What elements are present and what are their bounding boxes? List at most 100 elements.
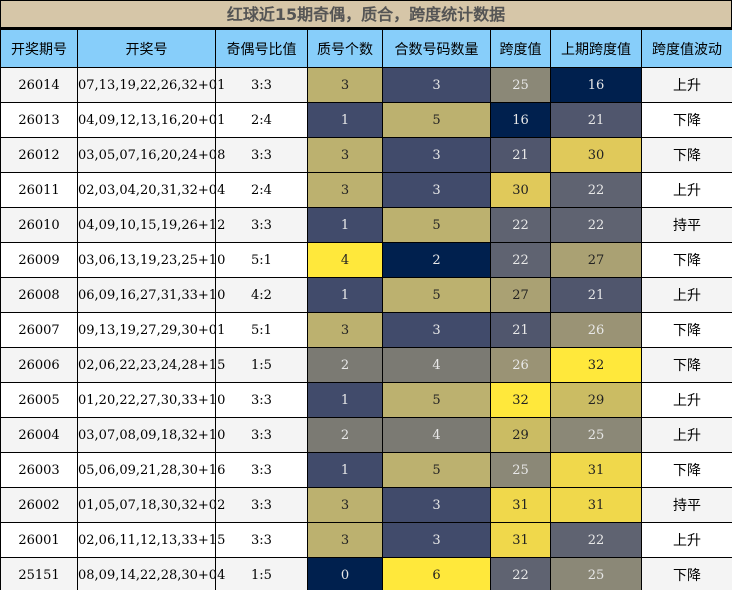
cell-composite-count: 6 — [382, 557, 491, 590]
cell-span-trend: 下降 — [641, 242, 732, 278]
cell-issue: 26014 — [0, 67, 78, 103]
cell-issue: 26013 — [0, 102, 78, 138]
cell-odd-even-ratio: 1:5 — [215, 347, 308, 383]
cell-draw-numbers: 02,06,22,23,24,28+15 — [77, 347, 225, 383]
cell-draw-numbers: 03,06,13,19,23,25+10 — [77, 242, 225, 278]
cell-issue: 26006 — [0, 347, 78, 383]
header-span-trend: 跨度值波动 — [641, 29, 732, 68]
cell-prev-span: 29 — [550, 382, 642, 418]
cell-draw-numbers: 06,09,16,27,31,33+10 — [77, 277, 225, 313]
cell-issue: 26011 — [0, 172, 78, 208]
cell-span-trend: 持平 — [641, 207, 732, 243]
cell-prev-span: 27 — [550, 242, 642, 278]
cell-span: 30 — [490, 172, 551, 208]
cell-draw-numbers: 07,13,19,22,26,32+01 — [77, 67, 225, 103]
cell-draw-numbers: 04,09,10,15,19,26+12 — [77, 207, 225, 243]
cell-prime-count: 3 — [307, 172, 383, 208]
cell-draw-numbers: 02,03,04,20,31,32+04 — [77, 172, 225, 208]
cell-span-trend: 上升 — [641, 417, 732, 453]
cell-span-trend: 上升 — [641, 172, 732, 208]
cell-odd-even-ratio: 3:3 — [215, 452, 308, 488]
table-row: 26010 04,09,10,15,19,26+12 3:3 1 5 22 22 持平 — [0, 207, 732, 243]
cell-draw-numbers: 05,06,09,21,28,30+16 — [77, 452, 225, 488]
cell-composite-count: 5 — [382, 452, 491, 488]
cell-draw-numbers: 01,05,07,18,30,32+02 — [77, 487, 225, 523]
cell-prev-span: 21 — [550, 102, 642, 138]
cell-composite-count: 3 — [382, 67, 491, 103]
cell-span: 25 — [490, 67, 551, 103]
cell-draw-numbers: 08,09,14,22,28,30+04 — [77, 557, 225, 590]
cell-span-trend: 上升 — [641, 522, 732, 558]
table-row: 26004 03,07,08,09,18,32+10 3:3 2 4 29 25 上升 — [0, 417, 732, 453]
cell-issue: 25151 — [0, 557, 78, 590]
header-odd-even-ratio: 奇偶号比值 — [215, 29, 308, 68]
cell-span-trend: 上升 — [641, 277, 732, 313]
cell-prev-span: 25 — [550, 417, 642, 453]
cell-issue: 26008 — [0, 277, 78, 313]
cell-issue: 26010 — [0, 207, 78, 243]
cell-odd-even-ratio: 5:1 — [215, 242, 308, 278]
stats-table: 开奖期号 开奖号 奇偶号比值 质号个数 合数号码数量 跨度值 上期跨度值 跨度值波动 2601… — [0, 29, 732, 590]
table-row: 25151 08,09,14,22,28,30+04 1:5 0 6 22 25 下降 — [0, 557, 732, 590]
header-issue: 开奖期号 — [0, 29, 78, 68]
cell-odd-even-ratio: 3:3 — [215, 487, 308, 523]
cell-span-trend: 下降 — [641, 557, 732, 590]
cell-issue: 26007 — [0, 312, 78, 348]
table-row: 26008 06,09,16,27,31,33+10 4:2 1 5 27 21 上升 — [0, 277, 732, 313]
cell-prime-count: 2 — [307, 347, 383, 383]
cell-composite-count: 3 — [382, 312, 491, 348]
cell-span: 31 — [490, 522, 551, 558]
cell-span: 25 — [490, 452, 551, 488]
cell-prime-count: 0 — [307, 557, 383, 590]
table-row: 26014 07,13,19,22,26,32+01 3:3 3 3 25 16 上升 — [0, 67, 732, 103]
cell-issue: 26004 — [0, 417, 78, 453]
cell-composite-count: 3 — [382, 522, 491, 558]
cell-odd-even-ratio: 3:3 — [215, 417, 308, 453]
cell-span-trend: 上升 — [641, 67, 732, 103]
table-row: 26007 09,13,19,27,29,30+01 5:1 3 3 21 26 下降 — [0, 312, 732, 348]
cell-prime-count: 3 — [307, 67, 383, 103]
header-draw-numbers: 开奖号 — [77, 29, 216, 68]
cell-prev-span: 16 — [550, 67, 642, 103]
cell-span: 26 — [490, 347, 551, 383]
cell-composite-count: 3 — [382, 487, 491, 523]
cell-composite-count: 3 — [382, 172, 491, 208]
cell-span-trend: 下降 — [641, 347, 732, 383]
header-span: 跨度值 — [490, 29, 551, 68]
cell-span: 21 — [490, 137, 551, 173]
cell-composite-count: 2 — [382, 242, 491, 278]
cell-prime-count: 2 — [307, 417, 383, 453]
cell-prev-span: 21 — [550, 277, 642, 313]
table-row: 26002 01,05,07,18,30,32+02 3:3 3 3 31 31 持平 — [0, 487, 732, 523]
cell-composite-count: 5 — [382, 382, 491, 418]
cell-prev-span: 25 — [550, 557, 642, 590]
cell-prev-span: 26 — [550, 312, 642, 348]
cell-span-trend: 持平 — [641, 487, 732, 523]
cell-span: 16 — [490, 102, 551, 138]
table-row: 26012 03,05,07,16,20,24+08 3:3 3 3 21 30 下降 — [0, 137, 732, 173]
cell-odd-even-ratio: 3:3 — [215, 522, 308, 558]
cell-issue: 26012 — [0, 137, 78, 173]
cell-span: 32 — [490, 382, 551, 418]
cell-issue: 26003 — [0, 452, 78, 488]
table-title: 红球近15期奇偶，质合，跨度统计数据 — [0, 0, 732, 29]
cell-draw-numbers: 02,06,11,12,13,33+15 — [77, 522, 225, 558]
cell-prev-span: 22 — [550, 207, 642, 243]
cell-prev-span: 22 — [550, 522, 642, 558]
cell-prime-count: 3 — [307, 487, 383, 523]
table-row: 26011 02,03,04,20,31,32+04 2:4 3 3 30 22 上升 — [0, 172, 732, 208]
cell-draw-numbers: 09,13,19,27,29,30+01 — [77, 312, 225, 348]
cell-span-trend: 下降 — [641, 452, 732, 488]
cell-prime-count: 3 — [307, 312, 383, 348]
cell-prev-span: 30 — [550, 137, 642, 173]
table-row: 26005 01,20,22,27,30,33+10 3:3 1 5 32 29 上升 — [0, 382, 732, 418]
cell-span: 21 — [490, 312, 551, 348]
cell-issue: 26005 — [0, 382, 78, 418]
cell-prev-span: 32 — [550, 347, 642, 383]
cell-prev-span: 22 — [550, 172, 642, 208]
header-row: 开奖期号 开奖号 奇偶号比值 质号个数 合数号码数量 跨度值 上期跨度值 跨度值波动 — [0, 29, 732, 68]
cell-span: 31 — [490, 487, 551, 523]
cell-prime-count: 1 — [307, 452, 383, 488]
cell-draw-numbers: 04,09,12,13,16,20+01 — [77, 102, 225, 138]
cell-span-trend: 下降 — [641, 312, 732, 348]
